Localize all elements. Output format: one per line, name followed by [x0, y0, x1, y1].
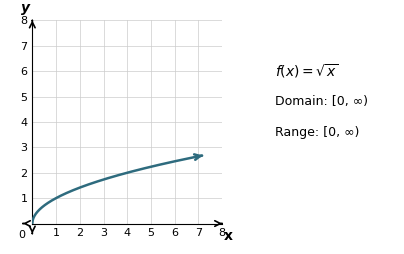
Text: 0: 0 — [18, 230, 25, 240]
Text: $f(x) = \sqrt{x}$: $f(x) = \sqrt{x}$ — [275, 62, 338, 80]
Text: Range: [0, ∞): Range: [0, ∞) — [275, 125, 359, 139]
Text: x: x — [223, 229, 232, 243]
Text: Domain: [0, ∞): Domain: [0, ∞) — [275, 95, 368, 108]
Text: y: y — [21, 1, 30, 15]
